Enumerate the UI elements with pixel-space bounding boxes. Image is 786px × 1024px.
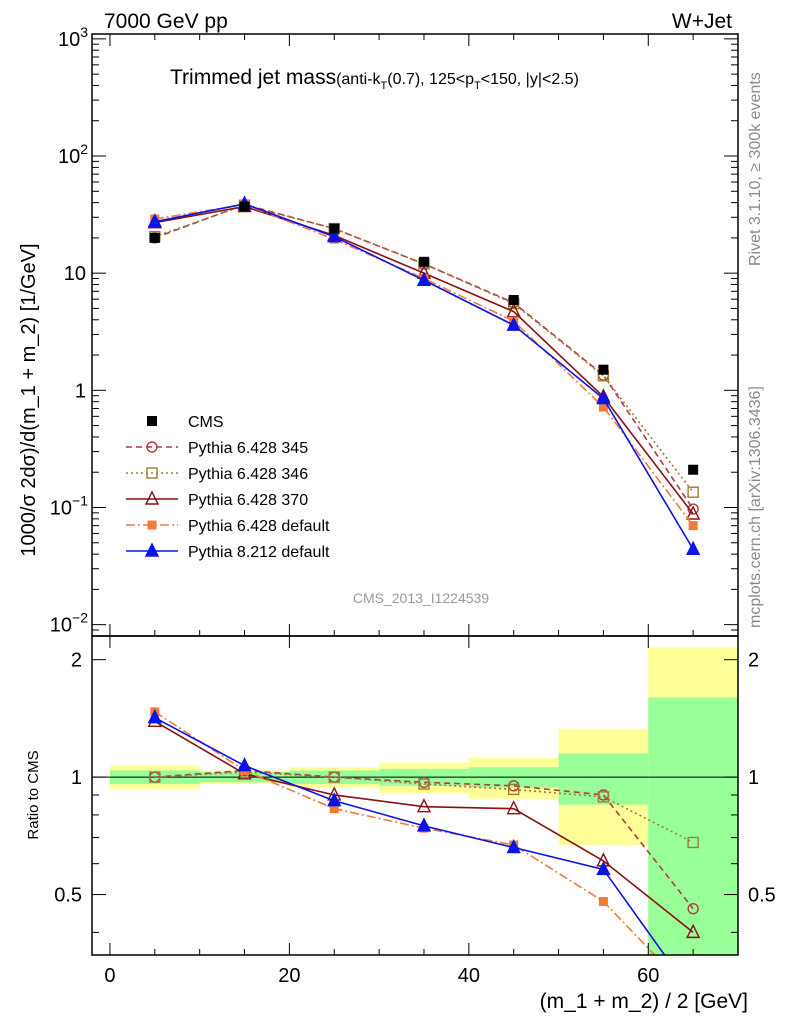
legend-marker-0	[146, 441, 158, 453]
ratio-series-1-point-4	[507, 783, 520, 796]
ratio-series-4-point-0	[147, 709, 162, 724]
main-y-tick-base-4: 10	[50, 497, 72, 519]
plot-frames	[91, 33, 739, 956]
ratio-y-tick-label-left-0: 0.5	[54, 885, 82, 907]
main-series-line-0	[154, 203, 694, 510]
ratio-series-1-point-0	[149, 771, 161, 783]
legend-cms-label: CMS	[188, 414, 224, 431]
ratio-y-axis-label: Ratio to CMS	[25, 750, 42, 839]
main-y-tick-label-3: 1	[75, 380, 86, 402]
mcplots-label: mcplots.cern.ch [arXiv:1306.3436]	[747, 386, 764, 628]
main-y-tick-exp-0: 3	[80, 24, 88, 40]
legend-label-4: Pythia 8.212 default	[188, 544, 330, 561]
legend-label-1: Pythia 6.428 346	[188, 466, 308, 483]
ratio-y-tick-label-right-2: 2	[748, 650, 759, 672]
ratio-series-1-point-2	[328, 771, 340, 783]
x-tick-label-0: 0	[104, 965, 115, 987]
main-series-4-point-5	[596, 390, 611, 405]
chart-title-main: Trimmed jet mass	[170, 66, 336, 89]
main-series-0-point-6	[687, 503, 699, 515]
rivet-label: Rivet 3.1.10, ≥ 300k events	[747, 72, 764, 266]
main-series-4-point-4	[506, 316, 521, 331]
ratio-series-4-point-3	[416, 817, 432, 832]
ratio-y-tick-label-right-1: 1	[748, 767, 759, 789]
main-y-tick-base-5: 10	[50, 615, 72, 637]
cms-data-point-6	[688, 464, 699, 475]
legend-marker-4	[144, 542, 160, 557]
chart-title: Trimmed jet mass(anti-kT(0.7), 125<pT<15…	[170, 66, 579, 92]
ratio-series-1-point-5	[597, 791, 610, 803]
cms-data-point-0	[149, 232, 160, 243]
chart-title-sub-a-subscript: T	[381, 80, 388, 92]
main-y-tick-exp-1: 2	[80, 141, 88, 157]
header-right-label: W+Jet	[672, 10, 732, 33]
legend-label-3: Pythia 6.428 default	[188, 518, 330, 535]
main-series-4-point-6	[686, 540, 701, 555]
ratio-series-1-point-3	[418, 778, 430, 790]
analysis-watermark: CMS_2013_I1224539	[353, 590, 489, 606]
cms-data-point-1	[239, 201, 250, 212]
main-y-tick-label-5: 10−2	[50, 610, 88, 637]
ratio-series-0-point-6	[687, 902, 699, 915]
cms-data-point-4	[508, 295, 519, 306]
ratio-y-tick-label-left-1: 1	[71, 767, 82, 789]
main-series-4-point-3	[416, 271, 432, 286]
ratio-series-4-point-4	[506, 838, 521, 854]
ratio-series-2-point-4	[506, 800, 521, 815]
main-y-tick-label-4: 10−1	[50, 492, 88, 519]
chart-title-sub-c: <150, |y|<2.5)	[481, 71, 579, 88]
main-y-tick-label-1: 102	[58, 141, 88, 168]
main-y-tick-base-0: 10	[58, 29, 80, 51]
ratio-series-4-point-2	[327, 792, 342, 807]
main-series-4-point-2	[327, 228, 342, 243]
legend-marker-2	[144, 490, 160, 505]
ratio-series-4-point-5	[596, 860, 611, 876]
main-y-tick-base-1: 10	[58, 146, 80, 168]
legend-label-0: Pythia 6.428 345	[188, 440, 308, 457]
ratio-series-3-point-5	[598, 896, 608, 906]
main-series-2-point-6	[686, 505, 701, 520]
ratio-series-1-point-6	[687, 836, 699, 849]
band-inner-6	[648, 697, 738, 955]
main-series-1-point-6	[687, 486, 699, 498]
legend-cms-marker	[147, 416, 157, 426]
x-tick-label-60: 60	[637, 965, 659, 987]
x-tick-label-20: 20	[278, 965, 300, 987]
main-y-tick-label-2: 10	[64, 263, 86, 285]
main-series-3-point-6	[688, 521, 698, 531]
legend-marker-1	[146, 467, 158, 479]
legend-label-2: Pythia 6.428 370	[188, 492, 308, 509]
main-y-tick-exp-4: −1	[72, 492, 88, 508]
legend-marker-3	[147, 520, 157, 530]
ratio-series-2-point-6	[686, 923, 701, 939]
ratio-y-tick-label-left-2: 2	[71, 650, 82, 672]
main-y-tick-label-0: 103	[58, 24, 88, 51]
ratio-panel-frame	[91, 635, 739, 956]
legend: CMS Pythia 6.428 345 Pythia 6.428 346 Pythi…	[126, 414, 330, 561]
ratio-panel-series	[147, 707, 701, 955]
ratio-y-tick-label-right-0: 0.5	[748, 885, 776, 907]
main-y-axis-label: 1000/σ 2dσ)/d(m_1 + m_2) [1/GeV]	[18, 243, 40, 556]
header-left-label: 7000 GeV pp	[104, 10, 228, 33]
main-y-tick-exp-5: −2	[72, 610, 88, 626]
ratio-series-2-point-3	[416, 798, 432, 813]
chart-title-sub-a: (anti-k	[336, 71, 381, 88]
cms-data-points	[149, 201, 699, 475]
chart-title-sub-b: (0.7), 125<p	[387, 71, 474, 88]
band-inner-5	[558, 753, 649, 805]
chart-title-sub-b-subscript: T	[474, 80, 481, 92]
main-series-4-point-0	[147, 213, 162, 228]
x-tick-label-40: 40	[458, 965, 480, 987]
x-axis-label: (m_1 + m_2) / 2 [GeV]	[540, 990, 748, 1013]
cms-data-point-5	[598, 364, 609, 375]
ratio-series-4-point-1	[237, 757, 252, 772]
cms-data-point-3	[418, 256, 429, 267]
cms-data-point-2	[329, 223, 340, 234]
